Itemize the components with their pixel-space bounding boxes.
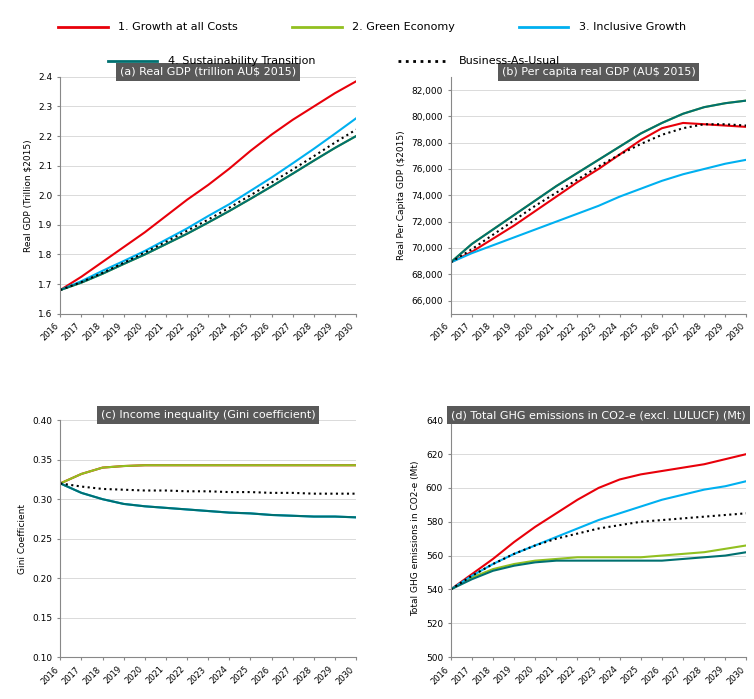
Text: 3. Inclusive Growth: 3. Inclusive Growth: [579, 22, 686, 32]
Text: 1. Growth at all Costs: 1. Growth at all Costs: [118, 22, 238, 32]
Y-axis label: Total GHG emissions in CO2-e (Mt): Total GHG emissions in CO2-e (Mt): [411, 461, 420, 617]
Y-axis label: Gini Coefficient: Gini Coefficient: [18, 504, 27, 574]
Text: 4. Sustainability Transition: 4. Sustainability Transition: [168, 57, 315, 66]
Title: (c) Income inequality (Gini coefficient): (c) Income inequality (Gini coefficient): [101, 410, 315, 420]
Y-axis label: Real Per Capita GDP ($2015): Real Per Capita GDP ($2015): [397, 131, 406, 260]
Y-axis label: Real GDP (Trillion $2015): Real GDP (Trillion $2015): [23, 139, 32, 252]
Text: 2. Green Economy: 2. Green Economy: [352, 22, 455, 32]
Title: (a) Real GDP (trillion AU$ 2015): (a) Real GDP (trillion AU$ 2015): [120, 67, 296, 77]
Title: (b) Per capita real GDP (AU$ 2015): (b) Per capita real GDP (AU$ 2015): [501, 67, 695, 77]
Text: Business-As-Usual: Business-As-Usual: [458, 57, 559, 66]
Title: (d) Total GHG emissions in CO2-e (excl. LULUCF) (Mt): (d) Total GHG emissions in CO2-e (excl. …: [452, 410, 746, 420]
